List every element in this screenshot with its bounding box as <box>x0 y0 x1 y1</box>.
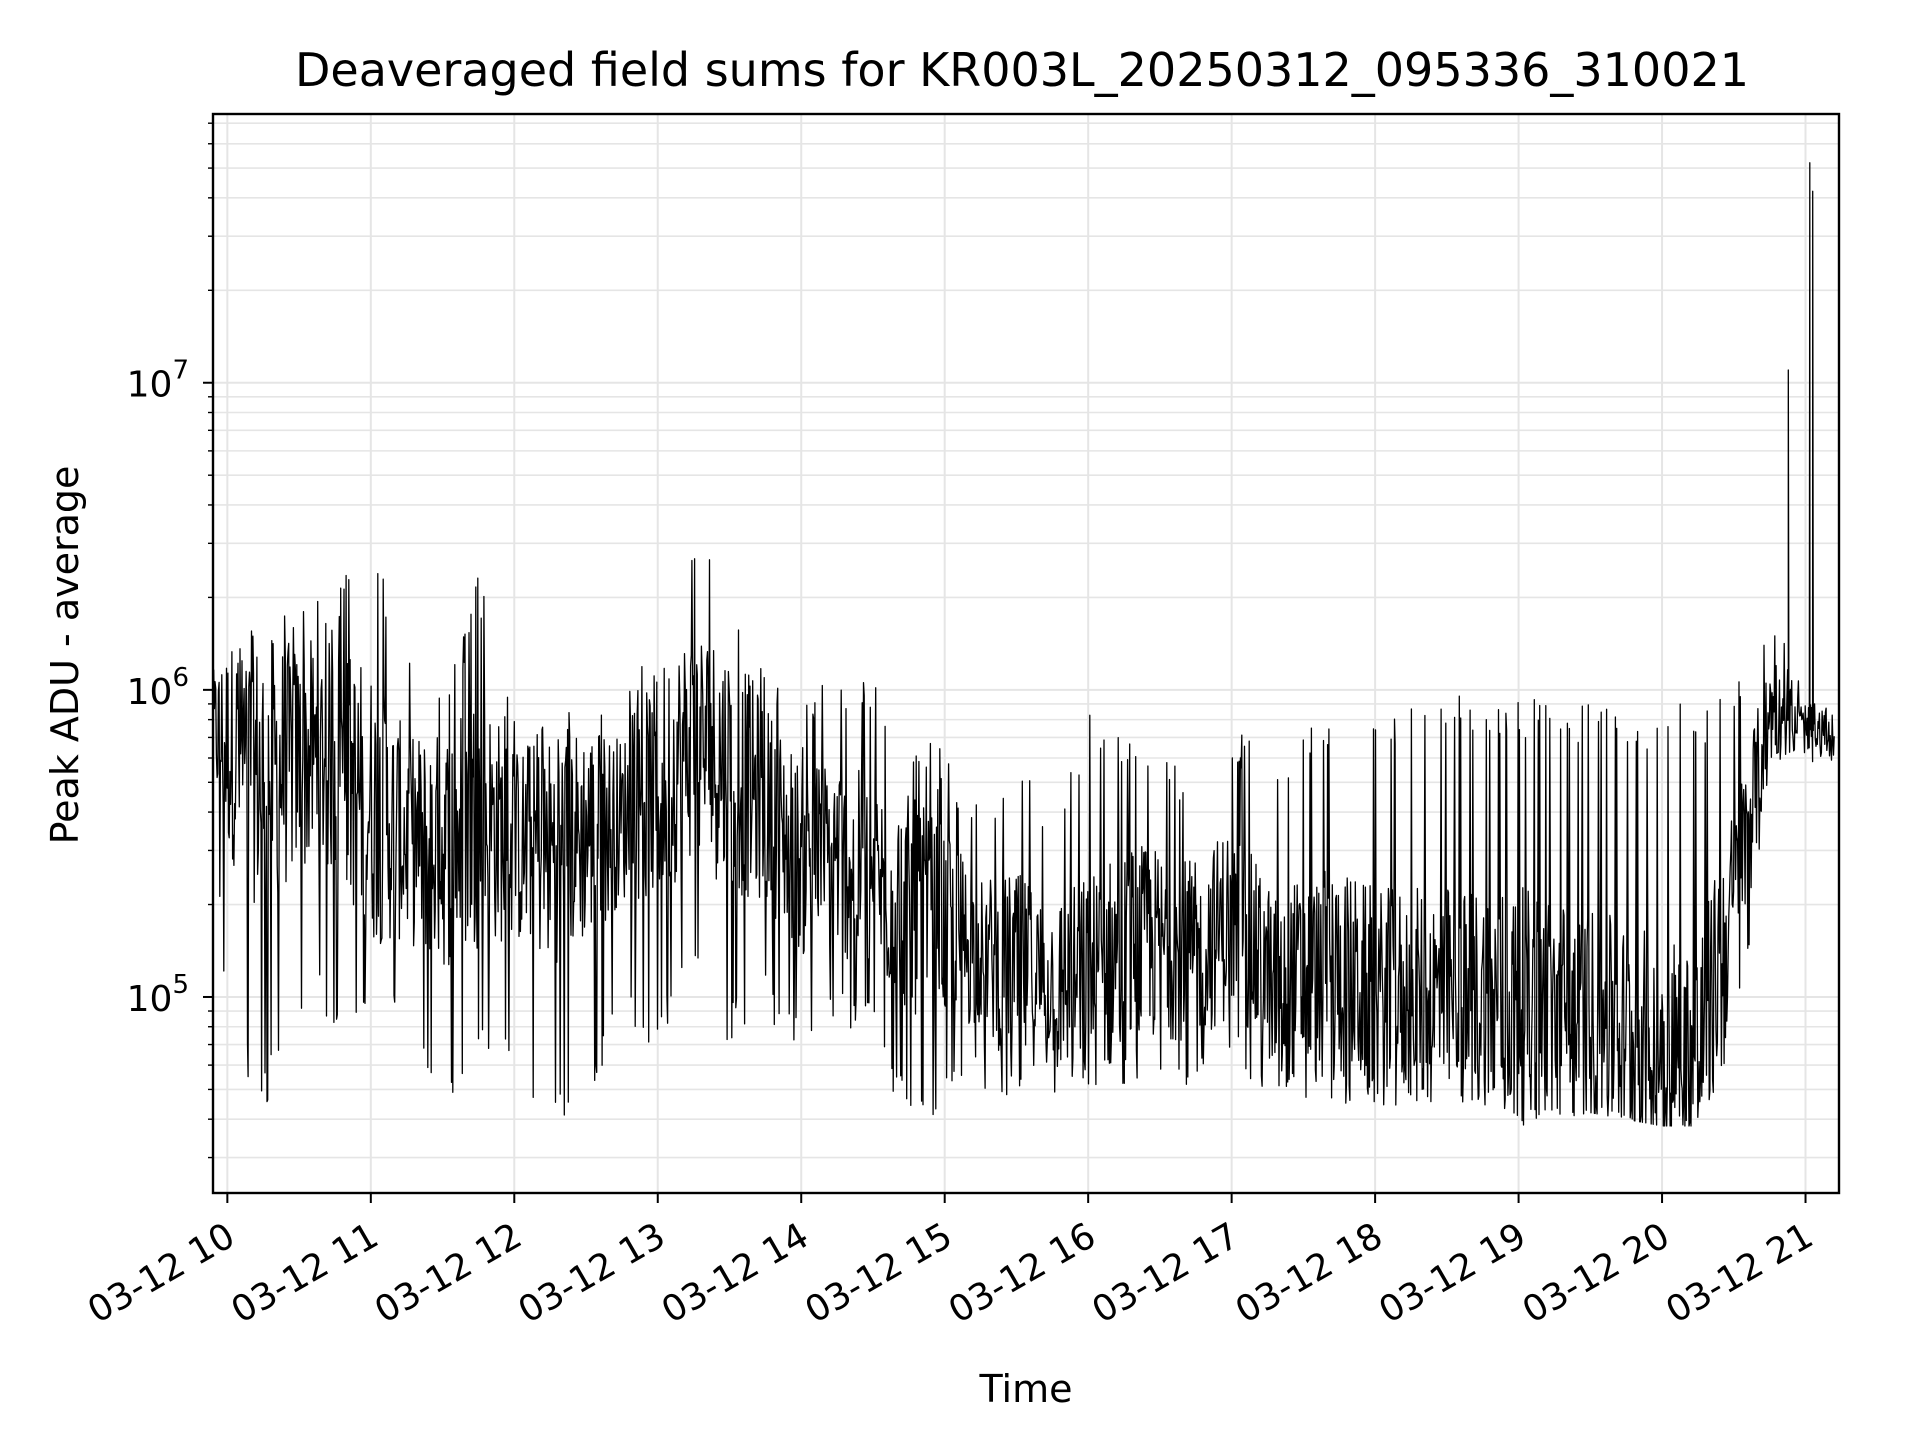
chart-title: Deaveraged field sums for KR003L_2025031… <box>295 43 1749 97</box>
x-axis-label: Time <box>979 1367 1073 1411</box>
plot-frame <box>211 112 1841 1195</box>
y-tick-label: 106 <box>127 663 189 713</box>
y-tick-label: 107 <box>127 356 189 406</box>
y-axis-label: Peak ADU - average <box>43 466 87 845</box>
data-line <box>212 162 1835 1127</box>
series-line <box>212 162 1835 1127</box>
y-axis: 105 106 107 <box>127 122 213 1159</box>
y-tick-label: 105 <box>127 970 189 1020</box>
